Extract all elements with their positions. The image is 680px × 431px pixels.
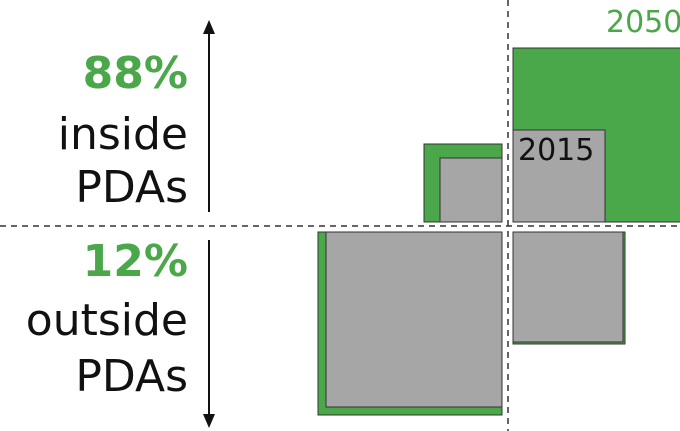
- outside-label-line2: PDAs: [75, 351, 188, 402]
- inside-label-line1: inside: [57, 109, 188, 160]
- inside-percent: 88%: [82, 48, 188, 99]
- arrow-outside: [203, 240, 215, 428]
- inside-label-line2: PDAs: [75, 162, 188, 213]
- square-inside-left-2015: [439, 157, 503, 223]
- outside-label-line1: outside: [25, 295, 188, 346]
- year-label-2050: 2050: [606, 5, 680, 40]
- square-outside-left-2015: [325, 231, 503, 408]
- square-outside-right-2015: [512, 231, 624, 343]
- year-label-2015: 2015: [518, 133, 595, 168]
- outside-percent: 12%: [82, 236, 188, 287]
- arrow-inside: [203, 20, 215, 212]
- square-inside-right-2015: [512, 129, 606, 223]
